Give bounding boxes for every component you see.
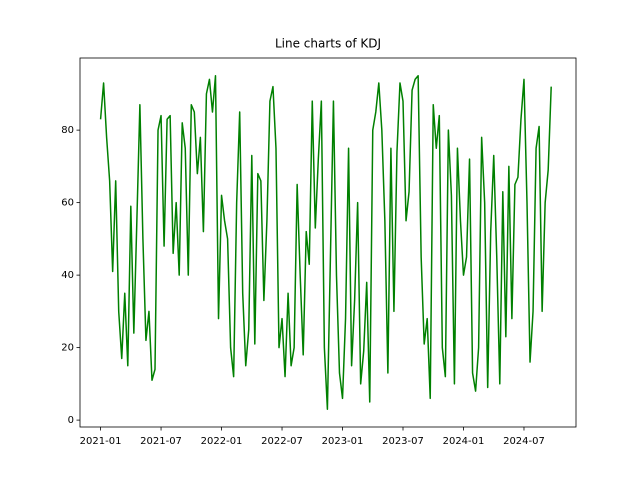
- x-tick-label: 2021-01: [80, 436, 122, 447]
- y-tick-label: 40: [61, 270, 74, 281]
- x-tick-label: 2023-07: [382, 436, 424, 447]
- x-tick-label: 2022-07: [261, 436, 303, 447]
- kdj-line: [99, 75, 552, 410]
- chart-title: Line charts of KDJ: [275, 37, 381, 51]
- x-tick-label: 2021-07: [140, 436, 182, 447]
- y-tick-label: 0: [68, 415, 74, 426]
- x-tick-label: 2022-01: [201, 436, 243, 447]
- x-tick-label: 2023-01: [322, 436, 364, 447]
- x-tick-label: 2024-01: [443, 436, 485, 447]
- x-tick-label: 2024-07: [503, 436, 545, 447]
- y-tick-label: 80: [61, 125, 74, 136]
- axes-frame: [79, 57, 577, 428]
- y-tick-label: 20: [61, 343, 74, 354]
- y-tick-label: 60: [61, 198, 74, 209]
